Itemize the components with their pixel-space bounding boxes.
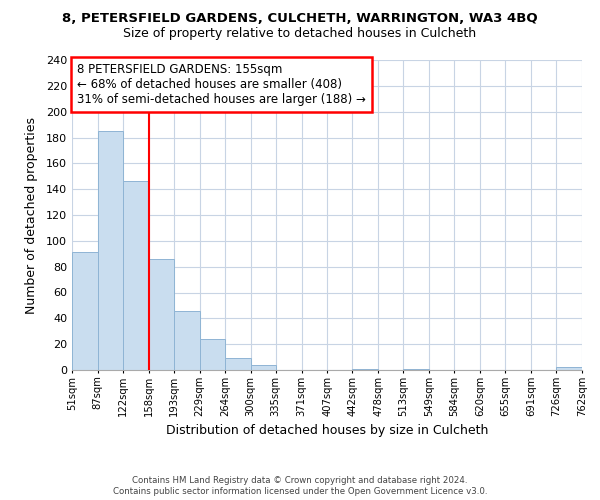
Bar [72,252,98,370]
Bar [123,182,149,370]
Text: Contains public sector information licensed under the Open Government Licence v3: Contains public sector information licen… [113,487,487,496]
Bar [556,368,582,370]
Text: Size of property relative to detached houses in Culcheth: Size of property relative to detached ho… [124,28,476,40]
Text: 8 PETERSFIELD GARDENS: 155sqm
← 68% of detached houses are smaller (408)
31% of : 8 PETERSFIELD GARDENS: 155sqm ← 68% of d… [77,63,366,106]
Bar [98,131,123,370]
Bar [251,365,276,370]
Text: Contains HM Land Registry data © Crown copyright and database right 2024.: Contains HM Land Registry data © Crown c… [132,476,468,485]
Bar [174,310,200,370]
X-axis label: Distribution of detached houses by size in Culcheth: Distribution of detached houses by size … [166,424,488,438]
Bar [149,259,174,370]
Bar [200,339,225,370]
Bar [352,368,378,370]
Y-axis label: Number of detached properties: Number of detached properties [25,116,38,314]
Bar [403,368,429,370]
Text: 8, PETERSFIELD GARDENS, CULCHETH, WARRINGTON, WA3 4BQ: 8, PETERSFIELD GARDENS, CULCHETH, WARRIN… [62,12,538,26]
Bar [225,358,251,370]
